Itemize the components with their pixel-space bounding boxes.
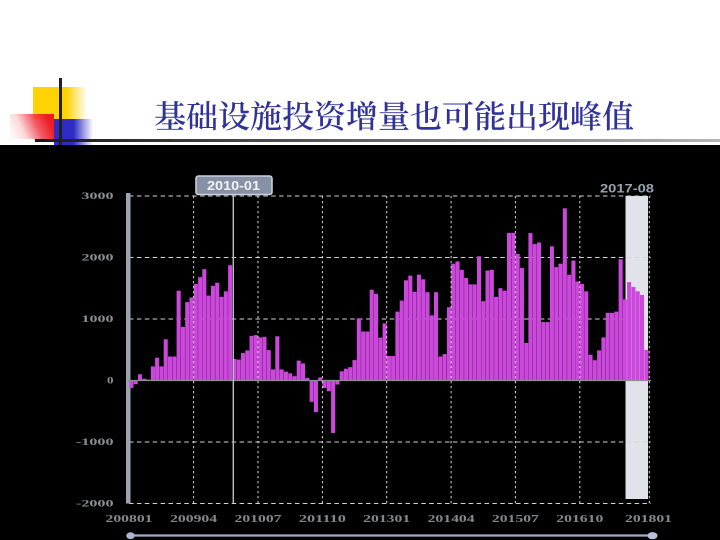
svg-text:2017-08: 2017-08 bbox=[600, 182, 654, 196]
svg-text:2000: 2000 bbox=[82, 253, 115, 263]
svg-text:201801: 201801 bbox=[625, 514, 672, 525]
svg-text:0: 0 bbox=[107, 376, 114, 386]
svg-text:3000: 3000 bbox=[82, 191, 115, 201]
svg-text:-1000: -1000 bbox=[76, 437, 114, 447]
svg-text:200904: 200904 bbox=[170, 514, 218, 525]
svg-text:201507: 201507 bbox=[492, 514, 539, 525]
svg-text:201110: 201110 bbox=[299, 514, 346, 525]
svg-text:1000: 1000 bbox=[82, 314, 115, 324]
svg-text:200801: 200801 bbox=[106, 514, 153, 525]
svg-text:201404: 201404 bbox=[428, 514, 476, 525]
svg-text:2010-01: 2010-01 bbox=[207, 179, 260, 193]
svg-text:201301: 201301 bbox=[363, 514, 410, 525]
svg-text:201007: 201007 bbox=[235, 514, 282, 525]
svg-text:-2000: -2000 bbox=[76, 499, 114, 509]
svg-text:201610: 201610 bbox=[556, 514, 603, 525]
